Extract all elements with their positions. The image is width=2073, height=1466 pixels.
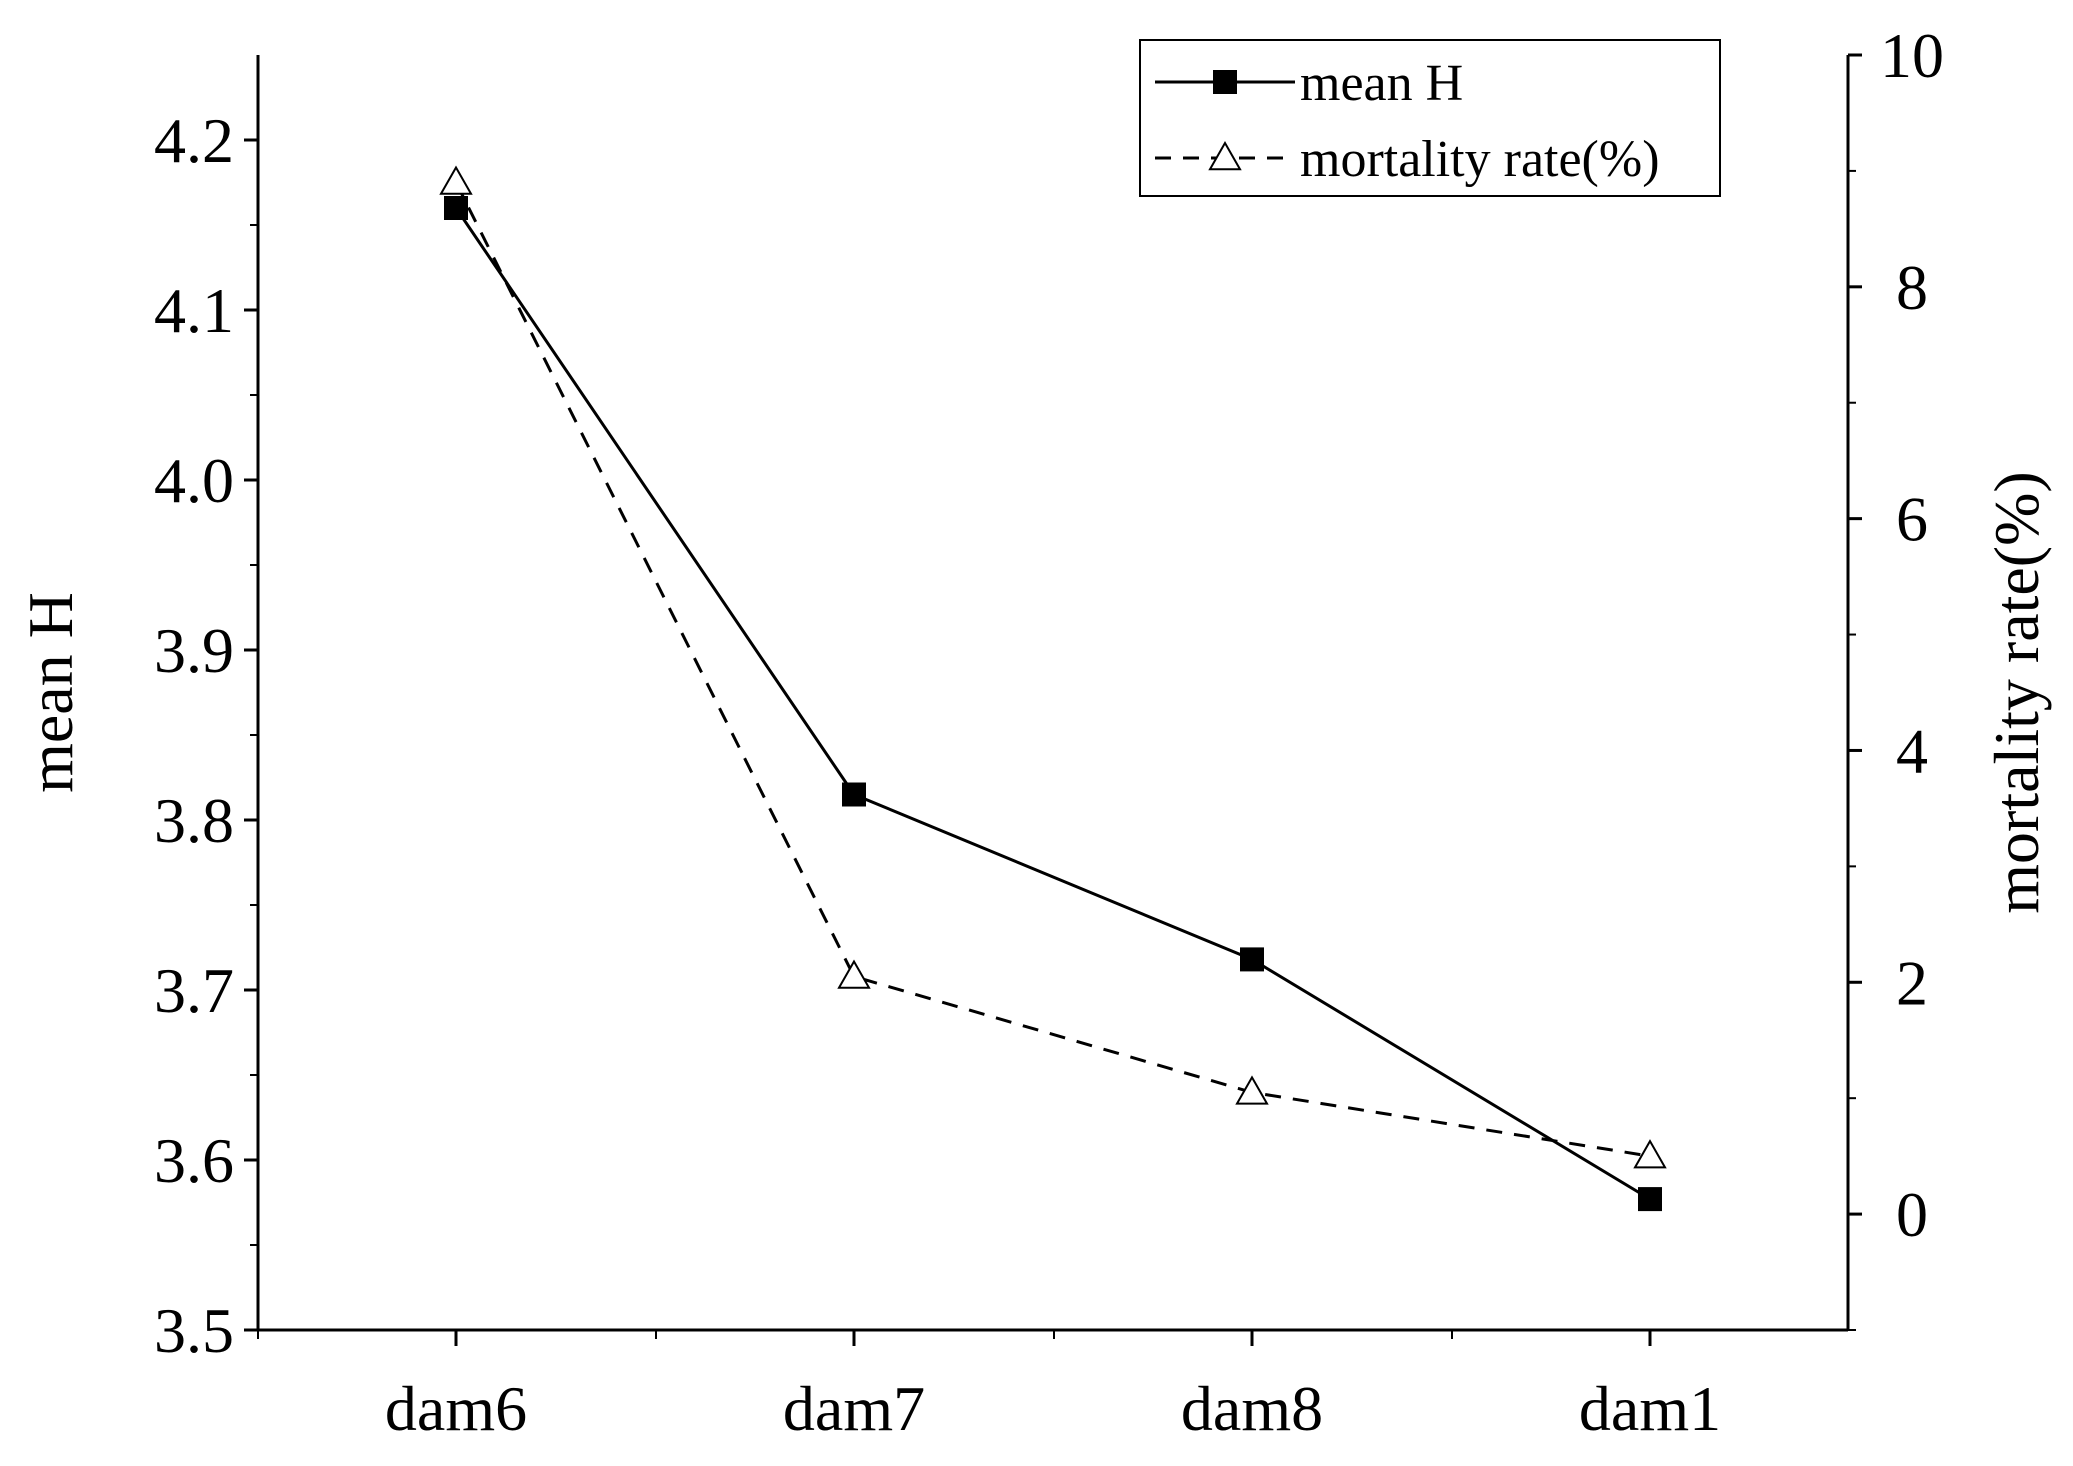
x-tick-label: dam6 bbox=[385, 1373, 527, 1444]
left-y-tick-label: 3.7 bbox=[154, 955, 234, 1026]
series-line-mean-h bbox=[454, 207, 1651, 1201]
data-point-mean-h bbox=[842, 782, 866, 807]
left-y-tick-label: 4.2 bbox=[154, 105, 234, 176]
left-y-tick-label: 3.9 bbox=[154, 615, 234, 686]
left-y-tick-label: 3.6 bbox=[154, 1125, 234, 1196]
left-y-tick-label: 4.0 bbox=[154, 445, 234, 516]
right-y-axis-title: mortality rate(%) bbox=[1981, 471, 2052, 913]
data-point-mortality-rate bbox=[439, 165, 473, 195]
legend-marker-triangle bbox=[1208, 140, 1242, 171]
right-y-tick-label: 10 bbox=[1880, 20, 1944, 91]
legend-label: mortality rate(%) bbox=[1300, 131, 1660, 188]
right-y-tick-label: 0 bbox=[1896, 1179, 1928, 1250]
left-y-tick-label: 3.8 bbox=[154, 785, 234, 856]
legend-marker-square bbox=[1213, 70, 1237, 94]
left-y-axis-title: mean H bbox=[15, 592, 86, 793]
left-y-tick-label: 3.5 bbox=[154, 1295, 234, 1366]
data-point-mortality-rate bbox=[1633, 1139, 1667, 1169]
right-y-tick-label: 8 bbox=[1896, 252, 1928, 323]
data-point-mean-h bbox=[1240, 947, 1264, 972]
right-y-tick-label: 6 bbox=[1896, 484, 1928, 555]
x-tick-label: dam8 bbox=[1181, 1373, 1323, 1444]
x-tick-label: dam1 bbox=[1579, 1373, 1721, 1444]
data-point-mortality-rate bbox=[1235, 1075, 1269, 1105]
left-y-tick-label: 4.1 bbox=[154, 275, 234, 346]
legend-label: mean H bbox=[1300, 55, 1463, 112]
data-point-mean-h bbox=[1638, 1187, 1662, 1212]
data-point-mortality-rate bbox=[837, 959, 871, 989]
right-y-tick-label: 4 bbox=[1896, 715, 1928, 786]
right-y-tick-label: 2 bbox=[1896, 947, 1928, 1018]
chart-axes: 3.5 3.6 3.7 3.8 3.9 4.0 4.1 4.2 0 2 4 6 8 10 dam6 dam7 d… bbox=[15, 20, 2052, 1444]
x-tick-label: dam7 bbox=[783, 1373, 925, 1444]
chart-series bbox=[439, 165, 1667, 1212]
chart-legend: mean H mortality rate(%) bbox=[1139, 39, 1721, 197]
data-point-mean-h bbox=[444, 196, 468, 220]
series-line-mortality-rate bbox=[454, 181, 1651, 1158]
